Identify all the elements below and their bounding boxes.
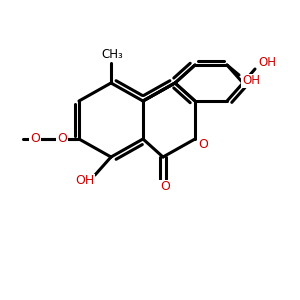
Text: O: O (198, 137, 208, 151)
Text: OH: OH (75, 175, 94, 188)
Text: CH₃: CH₃ (101, 49, 123, 62)
Text: OH: OH (242, 74, 260, 88)
Text: O: O (57, 133, 67, 146)
Text: O: O (160, 181, 170, 194)
Text: OH: OH (258, 56, 276, 70)
Text: O: O (30, 133, 40, 146)
